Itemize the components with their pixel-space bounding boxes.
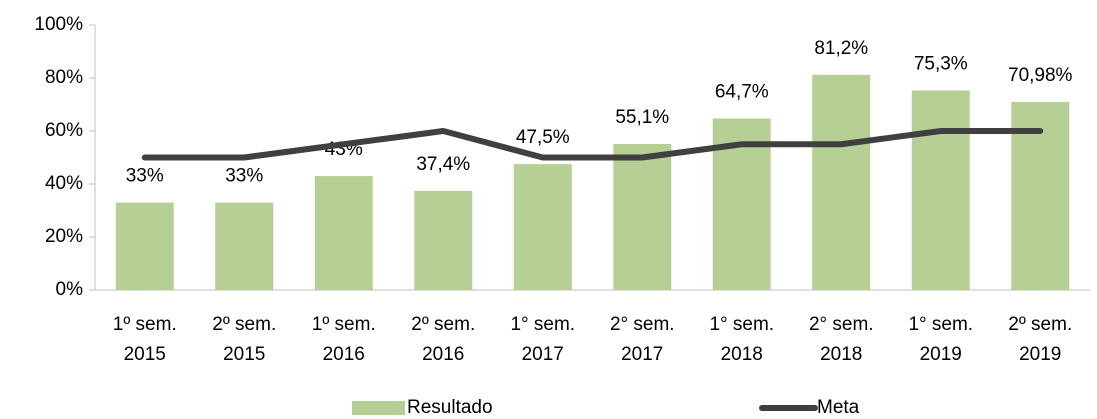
x-tick-label: 2016 bbox=[422, 344, 464, 365]
y-tick-label: 80% bbox=[45, 67, 83, 88]
bar bbox=[314, 176, 373, 290]
data-label: 37,4% bbox=[416, 154, 470, 175]
x-tick-label: 2015 bbox=[124, 344, 166, 365]
bar bbox=[812, 74, 871, 290]
data-label: 47,5% bbox=[516, 127, 570, 148]
y-tick-label: 100% bbox=[34, 14, 83, 35]
bar bbox=[513, 164, 572, 290]
data-label: 81,2% bbox=[814, 38, 868, 59]
y-tick-label: 60% bbox=[45, 120, 83, 141]
x-tick-label: 2018 bbox=[820, 344, 862, 365]
data-label: 70,98% bbox=[1008, 65, 1073, 86]
bar bbox=[414, 190, 473, 290]
data-label: 33% bbox=[225, 166, 263, 187]
x-tick-label: 1º sem. bbox=[113, 314, 177, 335]
x-tick-label: 2016 bbox=[323, 344, 365, 365]
data-label: 64,7% bbox=[715, 82, 769, 103]
x-tick-label: 2º sem. bbox=[212, 314, 276, 335]
x-tick-label: 2° sem. bbox=[809, 314, 874, 335]
bar bbox=[911, 90, 970, 290]
bar bbox=[115, 202, 174, 290]
data-label: 75,3% bbox=[914, 53, 968, 74]
x-tick-label: 1º sem. bbox=[312, 314, 376, 335]
x-tick-label: 1° sem. bbox=[908, 314, 973, 335]
legend-label: Meta bbox=[817, 397, 860, 418]
data-label: 33% bbox=[126, 166, 164, 187]
x-tick-label: 2º sem. bbox=[1008, 314, 1072, 335]
x-tick-label: 2018 bbox=[721, 344, 763, 365]
x-tick-label: 2° sem. bbox=[610, 314, 675, 335]
x-tick-label: 2017 bbox=[621, 344, 663, 365]
x-tick-label: 2015 bbox=[223, 344, 265, 365]
legend-label: Resultado bbox=[407, 397, 493, 418]
y-tick-label: 0% bbox=[56, 279, 84, 300]
bar bbox=[613, 143, 672, 290]
data-label: 55,1% bbox=[615, 107, 669, 128]
x-tick-label: 1° sem. bbox=[709, 314, 774, 335]
x-tick-label: 2º sem. bbox=[411, 314, 475, 335]
bar bbox=[215, 202, 274, 290]
legend-swatch bbox=[352, 401, 405, 415]
y-tick-label: 40% bbox=[45, 173, 83, 194]
line bbox=[141, 128, 1044, 161]
x-tick-label: 1° sem. bbox=[510, 314, 575, 335]
x-tick-label: 2017 bbox=[522, 344, 564, 365]
y-tick-label: 20% bbox=[45, 226, 83, 247]
x-tick-label: 2019 bbox=[1019, 344, 1061, 365]
x-tick-label: 2019 bbox=[920, 344, 962, 365]
